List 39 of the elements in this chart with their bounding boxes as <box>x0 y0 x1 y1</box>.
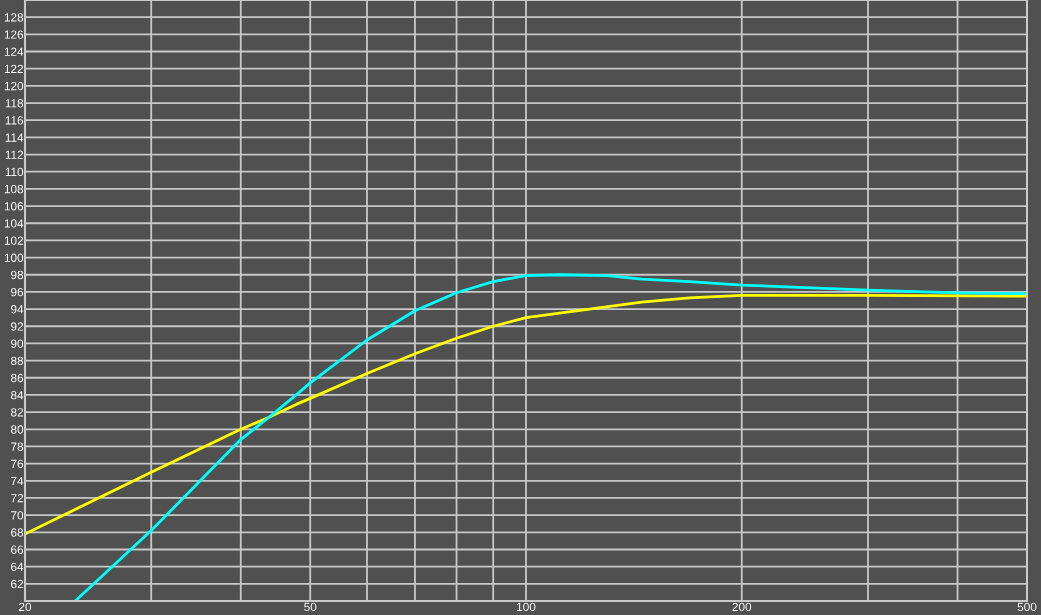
y-tick-label: 120 <box>4 81 24 91</box>
y-tick-label: 98 <box>11 270 24 280</box>
y-tick-label: 64 <box>11 562 24 572</box>
x-tick-label: 500 <box>1017 602 1037 612</box>
y-tick-label: 86 <box>10 373 24 383</box>
y-tick-label: 94 <box>11 305 24 314</box>
y-tick-label: 126 <box>4 30 24 39</box>
x-tick-label: 200 <box>732 602 752 612</box>
y-tick-label: 96 <box>11 287 24 297</box>
y-tick-label: 108 <box>4 184 24 194</box>
x-tick-label: 20 <box>19 602 32 612</box>
y-tick-label: 90 <box>11 339 24 348</box>
y-tick-label: 88 <box>10 356 24 365</box>
y-tick-label: 118 <box>5 99 24 108</box>
y-tick-label: 114 <box>5 133 24 142</box>
y-tick-label: 66 <box>11 545 24 554</box>
y-tick-label: 102 <box>4 236 24 245</box>
y-tick-label: 116 <box>5 116 24 125</box>
y-tick-label: 128 <box>4 13 24 22</box>
x-tick-label: 100 <box>517 602 536 612</box>
y-tick-label: 74 <box>11 476 24 486</box>
y-tick-label: 76 <box>11 459 24 469</box>
x-tick-label: 50 <box>304 602 317 612</box>
y-tick-label: 92 <box>11 322 24 331</box>
y-tick-label: 82 <box>10 408 24 417</box>
y-tick-label: 106 <box>4 202 24 211</box>
y-tick-label: 62 <box>11 579 24 589</box>
y-tick-label: 124 <box>4 47 24 56</box>
y-tick-label: 70 <box>11 511 24 520</box>
y-tick-label: 84 <box>10 390 24 400</box>
y-tick-label: 100 <box>4 253 24 262</box>
y-tick-label: 72 <box>11 494 24 503</box>
y-tick-label: 122 <box>4 64 24 73</box>
y-tick-label: 112 <box>5 150 24 159</box>
y-tick-label: 80 <box>10 425 24 434</box>
y-tick-label: 78 <box>11 442 24 451</box>
y-tick-label: 104 <box>4 219 24 228</box>
y-tick-label: 110 <box>5 167 24 177</box>
y-tick-label: 68 <box>11 528 24 537</box>
